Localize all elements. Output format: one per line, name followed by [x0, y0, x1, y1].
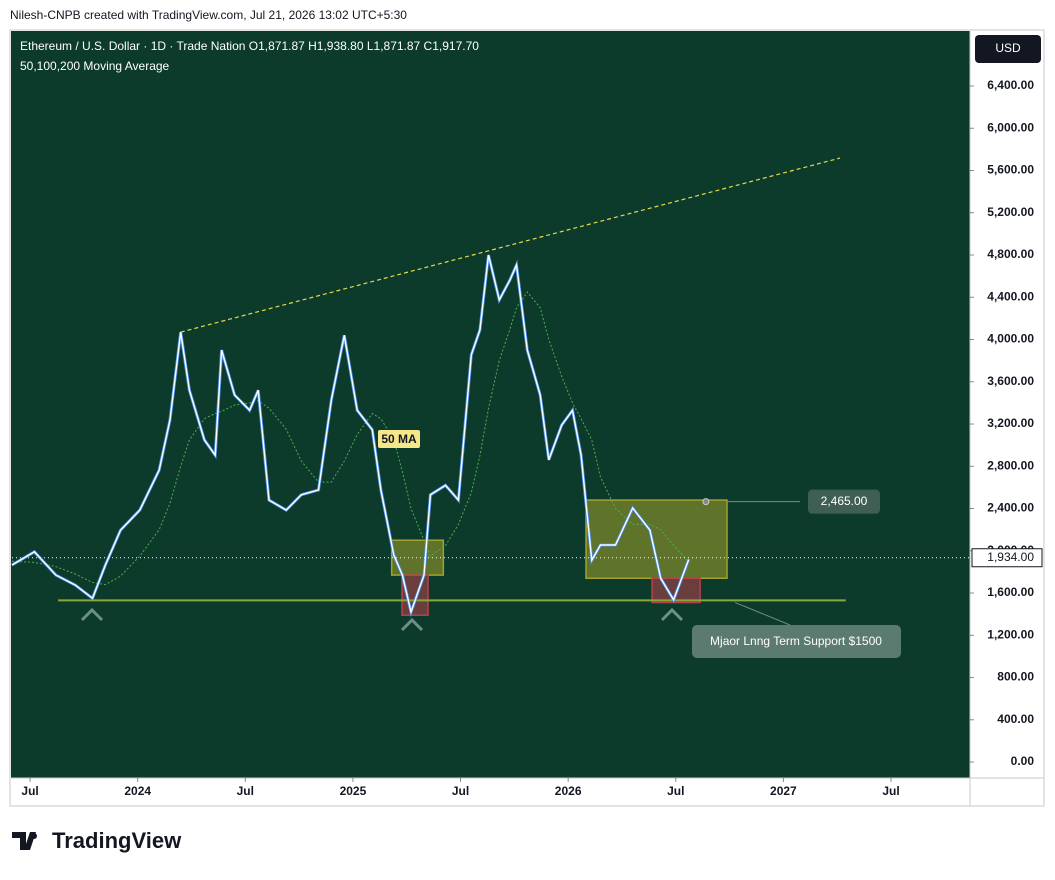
price-line — [11, 254, 690, 615]
last-price-label: 1,934.00 — [987, 550, 1034, 564]
chart-title: Ethereum / U.S. Dollar · 1D · Trade Nati… — [20, 39, 479, 53]
x-tick-label: Jul — [882, 784, 899, 798]
header: Nilesh-CNPB created with TradingView.com… — [10, 8, 407, 22]
x-tick-label: 2026 — [555, 784, 582, 798]
logo: TradingView — [12, 828, 182, 853]
chart-subtitle: 50,100,200 Moving Average — [20, 59, 170, 73]
x-tick-label: Jul — [667, 784, 684, 798]
target-box — [808, 489, 880, 514]
callout-box — [692, 625, 901, 658]
bounce-arrow — [80, 607, 684, 632]
ma-label-box — [378, 430, 420, 448]
x-tick-label: Jul — [21, 784, 38, 798]
y-tick-label: 1,600.00 — [987, 585, 1034, 599]
y-tick-label: 0.00 — [1011, 754, 1035, 768]
marks — [11, 157, 846, 618]
trendline — [180, 157, 841, 333]
y-tick-label: 5,200.00 — [987, 205, 1034, 219]
y-tick-label: 5,600.00 — [987, 163, 1034, 177]
x-tick-label: Jul — [237, 784, 254, 798]
brand: TradingView — [52, 828, 182, 853]
y-tick-label: 6,000.00 — [987, 120, 1034, 134]
callout-label: Mjaor Lnng Term Support $1500 — [710, 634, 882, 648]
x-tick-label: 2027 — [770, 784, 797, 798]
y-tick-label: 3,600.00 — [987, 374, 1034, 388]
x-tick-label: 2025 — [340, 784, 367, 798]
currency-button[interactable] — [975, 35, 1041, 63]
zone — [585, 499, 728, 579]
y-tick-label: 6,400.00 — [987, 78, 1034, 92]
x-tick-label: Jul — [452, 784, 469, 798]
last-price-box — [971, 548, 1043, 568]
y-tick-label: 1,200.00 — [987, 627, 1034, 641]
y-tick-label: 800.00 — [997, 670, 1034, 684]
target-label: 2,465.00 — [821, 494, 868, 508]
y-tick-label: 4,400.00 — [987, 289, 1034, 303]
y-tick-label: 2,400.00 — [987, 501, 1034, 515]
ma-label: 50 MA — [381, 432, 417, 446]
target-point — [702, 498, 710, 506]
currency-label: USD — [995, 41, 1021, 55]
callout-line — [734, 601, 791, 626]
y-tick-label: 2,800.00 — [987, 458, 1034, 472]
plot-area — [11, 31, 970, 778]
moving-average — [11, 291, 690, 586]
y-tick-label: 400.00 — [997, 712, 1034, 726]
y-tick-label: 3,200.00 — [987, 416, 1034, 430]
x-tick-label: 2024 — [124, 784, 151, 798]
y-tick-label: 4,800.00 — [987, 247, 1034, 261]
y-tick-label: 4,000.00 — [987, 332, 1034, 346]
